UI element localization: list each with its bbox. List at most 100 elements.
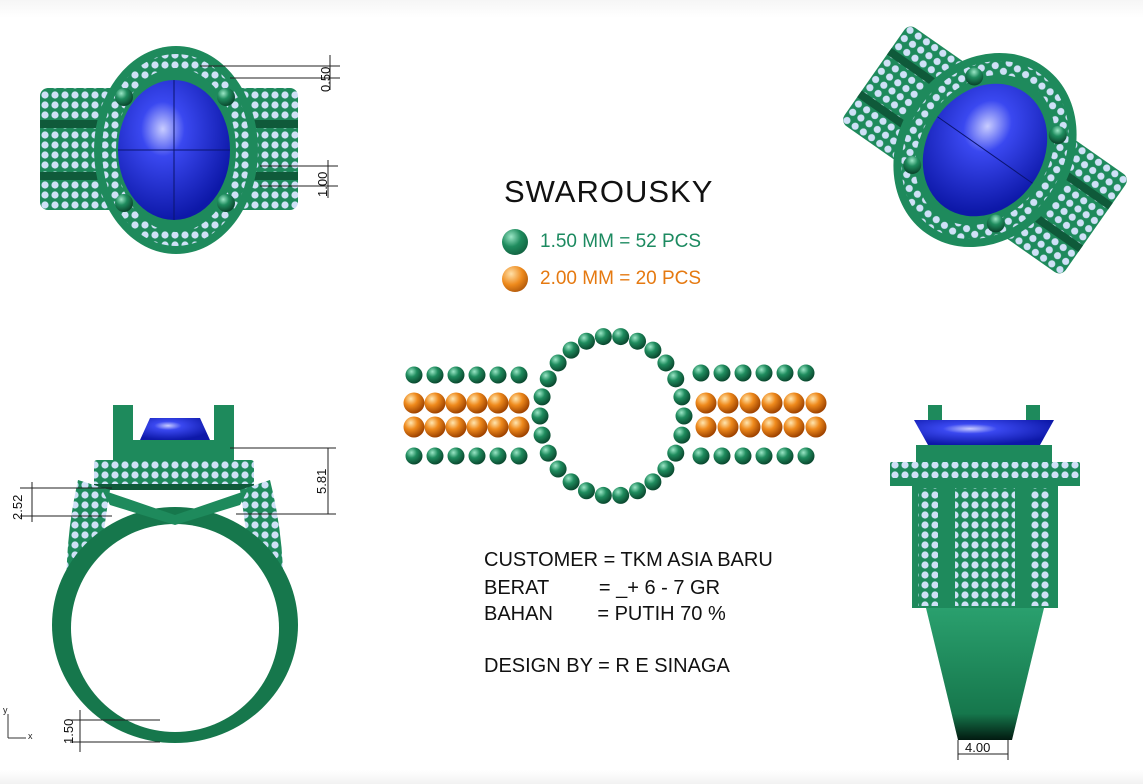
swarovski-title: SWAROUSKY (504, 174, 714, 209)
side-view-ring (20, 405, 336, 752)
orange-stone (695, 416, 717, 438)
green-stone (447, 366, 465, 384)
axis-indicator (7, 714, 26, 739)
green-stone (692, 447, 710, 465)
orange-stone (424, 416, 446, 438)
orange-stone (761, 392, 783, 414)
green-stone (468, 447, 486, 465)
orange-stone (403, 392, 425, 414)
orange-stone (403, 416, 425, 438)
halo-stone (562, 473, 580, 491)
legend-label-1-50mm: 1.50 MM = 52 PCS (540, 231, 702, 252)
orange-stone (717, 392, 739, 414)
halo-stone (644, 473, 662, 491)
halo-stone (533, 426, 551, 444)
dimension-side-b: 5.81 (314, 468, 329, 494)
halo-stone (675, 407, 693, 425)
orange-stone (508, 416, 530, 438)
green-stone (405, 447, 423, 465)
green-stone (713, 364, 731, 382)
dimension-front-a: 4.00 (965, 740, 991, 755)
orange-stone (487, 416, 509, 438)
legend-row-1-50mm: 1.50 MM = 52 PCS (502, 227, 701, 257)
stone-layout-diagram (403, 328, 827, 504)
green-stone (797, 364, 815, 382)
halo-stone (657, 354, 675, 372)
green-stone (447, 447, 465, 465)
halo-stone (629, 332, 647, 350)
orange-stone (508, 392, 530, 414)
green-stone (489, 447, 507, 465)
orange-stone (805, 416, 827, 438)
halo-stone (644, 341, 662, 359)
halo-stone (531, 407, 549, 425)
halo-stone (594, 328, 612, 346)
halo-stone (667, 444, 685, 462)
green-stone-icon (502, 229, 528, 255)
orange-stone (717, 416, 739, 438)
green-stone (713, 447, 731, 465)
green-stone (510, 447, 528, 465)
axis-x-label: x (28, 731, 33, 741)
halo-stone (549, 354, 567, 372)
halo-stone (533, 388, 551, 406)
green-stone (755, 364, 773, 382)
halo-stone (549, 460, 567, 478)
orange-stone (487, 392, 509, 414)
halo-stone (594, 486, 612, 504)
orange-stone (783, 416, 805, 438)
green-stone (468, 366, 486, 384)
green-stone (426, 447, 444, 465)
halo-stone (577, 482, 595, 500)
dimension-top-a: 0.50 (318, 66, 333, 92)
top-toolbar-strip (0, 0, 1143, 18)
orange-stone (739, 392, 761, 414)
info-bahan: BAHAN = PUTIH 70 % (484, 603, 726, 625)
bottom-status-strip (0, 770, 1143, 784)
green-stone (734, 364, 752, 382)
orange-stone (466, 392, 488, 414)
halo-stone (612, 486, 630, 504)
info-design-by: DESIGN BY = R E SINAGA (484, 655, 730, 677)
halo-stone (673, 426, 691, 444)
halo-stone (539, 370, 557, 388)
orange-stone (783, 392, 805, 414)
orange-stone (739, 416, 761, 438)
halo-stone (612, 328, 630, 346)
green-stone (755, 447, 773, 465)
orange-stone (695, 392, 717, 414)
orange-stone (805, 392, 827, 414)
orange-stone (761, 416, 783, 438)
perspective-view-ring (843, 26, 1127, 274)
info-customer: CUSTOMER = TKM ASIA BARU (484, 549, 773, 571)
halo-stone (629, 482, 647, 500)
green-stone (734, 447, 752, 465)
green-stone (510, 366, 528, 384)
axis-y-label: y (3, 705, 8, 715)
orange-stone (424, 392, 446, 414)
halo-stone (673, 388, 691, 406)
dimension-top-b: 1.00 (315, 171, 330, 197)
green-stone (405, 366, 423, 384)
green-stone (776, 447, 794, 465)
green-stone (692, 364, 710, 382)
dimension-side-c: 1.50 (61, 718, 76, 744)
green-stone (776, 364, 794, 382)
legend-row-2-00mm: 2.00 MM = 20 PCS (502, 264, 701, 294)
green-stone (426, 366, 444, 384)
front-view-ring (890, 405, 1080, 760)
green-stone (797, 447, 815, 465)
halo-stone (539, 444, 557, 462)
dimension-side-a: 2.52 (10, 494, 25, 520)
orange-stone (445, 416, 467, 438)
top-view-ring (40, 46, 340, 254)
halo-stone (562, 341, 580, 359)
orange-stone-icon (502, 266, 528, 292)
green-stone (489, 366, 507, 384)
info-berat: BERAT = _+ 6 - 7 GR (484, 577, 721, 599)
orange-stone (466, 416, 488, 438)
halo-stone (577, 332, 595, 350)
legend-label-2-00mm: 2.00 MM = 20 PCS (540, 268, 702, 289)
orange-stone (445, 392, 467, 414)
